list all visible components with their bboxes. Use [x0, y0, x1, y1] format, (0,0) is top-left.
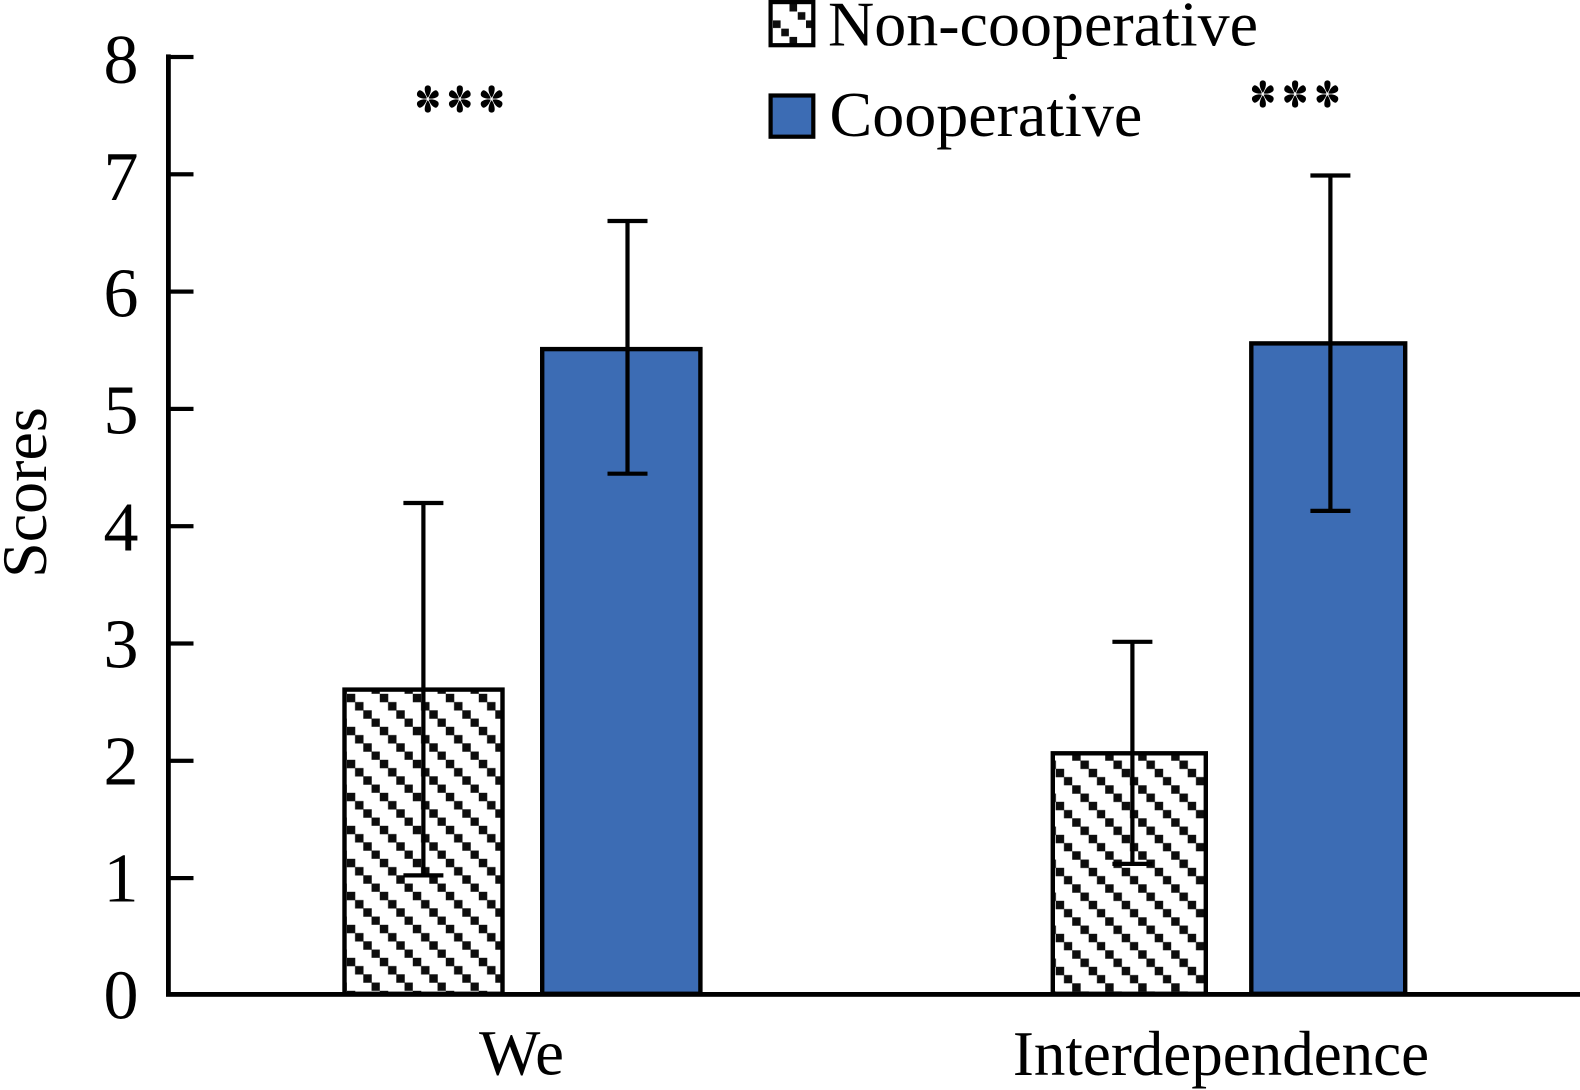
svg-text:3: 3 — [104, 607, 139, 684]
svg-text:2: 2 — [104, 724, 139, 801]
svg-text:Interdependence: Interdependence — [1013, 1019, 1429, 1089]
svg-text:5: 5 — [104, 373, 139, 450]
svg-text:Cooperative: Cooperative — [830, 79, 1143, 150]
svg-text:Scores: Scores — [0, 407, 60, 578]
svg-text:4: 4 — [104, 490, 139, 567]
svg-text:We: We — [479, 1018, 564, 1090]
svg-text:0: 0 — [104, 957, 139, 1034]
svg-text:8: 8 — [104, 22, 139, 99]
svg-text:6: 6 — [104, 256, 139, 333]
svg-text:7: 7 — [104, 139, 139, 216]
svg-text:1: 1 — [104, 840, 139, 917]
svg-text:Non-cooperative: Non-cooperative — [828, 0, 1258, 60]
